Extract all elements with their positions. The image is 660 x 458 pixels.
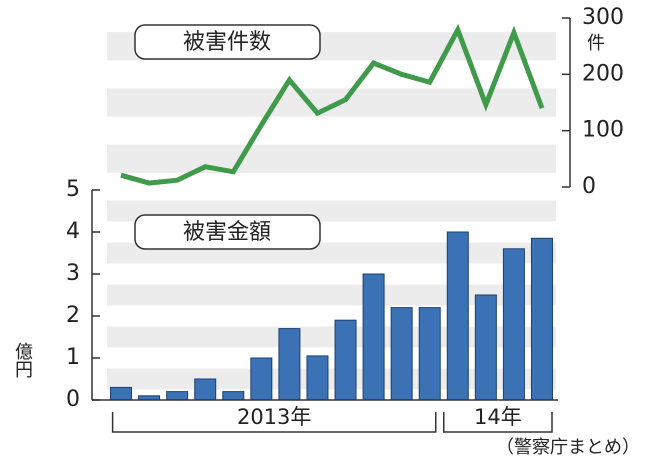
grid-band (107, 368, 556, 390)
y-tick-label: 4 (66, 219, 80, 244)
source-note: （警察庁まとめ） (496, 437, 640, 458)
title-box (134, 214, 321, 250)
y-unit: 件 (587, 33, 605, 54)
y-tick-label: 2 (66, 303, 80, 328)
bar (418, 307, 441, 401)
bar (278, 328, 301, 401)
y-tick-label: 0 (582, 174, 596, 199)
bar (390, 307, 413, 401)
grid-band (107, 284, 556, 306)
chart-title: 被害金額 (183, 220, 271, 245)
grid-band (107, 326, 556, 348)
group-label: 14年 (474, 405, 522, 429)
bar (502, 248, 525, 401)
y-tick-label: 100 (582, 118, 624, 143)
grid-band (107, 144, 556, 173)
y-tick-label: 200 (582, 61, 624, 86)
bar (530, 237, 553, 401)
bar (166, 391, 189, 401)
line (120, 23, 545, 186)
bar (362, 273, 385, 401)
y-tick-label: 5 (66, 177, 80, 202)
title-box (134, 24, 321, 60)
y-tick-label: 3 (66, 261, 80, 286)
bar (110, 386, 133, 401)
chart-title: 被害件数 (183, 30, 271, 55)
bar (222, 391, 245, 401)
group-bracket (111, 412, 437, 433)
bar (306, 355, 329, 401)
group-label: 2013年 (237, 405, 311, 429)
bar (474, 294, 497, 401)
y-tick-label: 0 (66, 387, 80, 412)
bar (194, 378, 217, 401)
bar (250, 357, 273, 401)
bar (334, 319, 357, 401)
y-tick-label: 300 (582, 5, 624, 30)
bar (446, 231, 469, 401)
group-bracket (443, 412, 553, 433)
y-unit: 億円 (12, 342, 33, 379)
y-tick-label: 1 (66, 345, 80, 370)
